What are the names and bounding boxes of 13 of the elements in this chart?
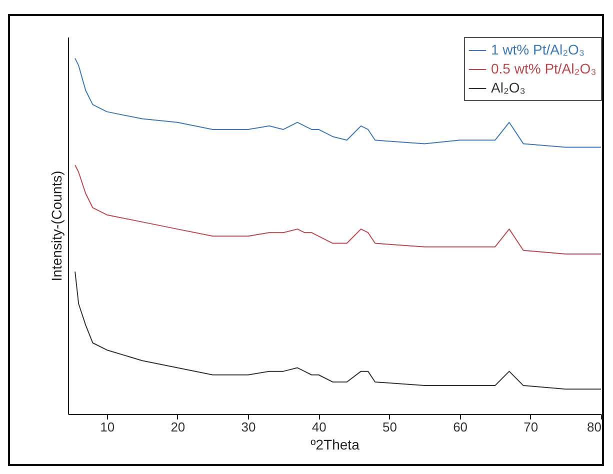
legend-label: 0.5 wt% Pt/Al₂O₃ (491, 60, 596, 76)
x-tick-label: 60 (453, 420, 468, 434)
legend-label: 1 wt% Pt/Al₂O₃ (491, 42, 585, 58)
x-tick-label: 10 (100, 420, 115, 434)
x-tick-label: 20 (170, 420, 186, 434)
x-axis-title: º2Theta (310, 436, 360, 452)
x-tick-label: 50 (382, 420, 397, 434)
x-tick-label: 30 (241, 420, 256, 434)
x-tick-label: 70 (524, 420, 538, 434)
x-tick-label: 80 (587, 420, 602, 434)
x-tick-label: 40 (312, 420, 326, 434)
y-axis-title: Intensity-(Counts) (48, 170, 64, 282)
legend-label: Al₂O₃ (491, 80, 526, 96)
